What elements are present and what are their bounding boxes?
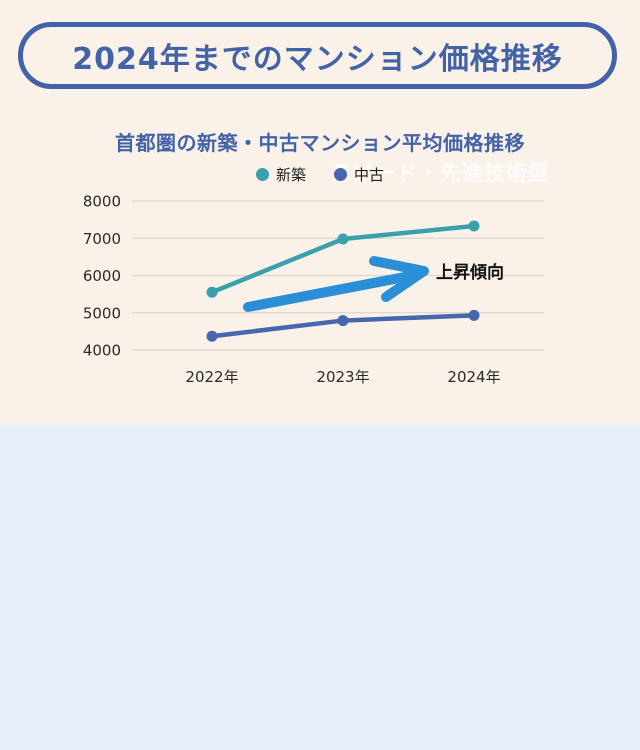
x-axis-labels: 2022年 2023年 2024年 xyxy=(185,368,500,386)
chart1-legend: 新築 中古 xyxy=(0,164,640,185)
svg-text:6000: 6000 xyxy=(83,267,121,285)
main-title-box: 2024年までのマンション価格推移 xyxy=(18,22,617,89)
chart1-watermark: スピード・先進技術型 xyxy=(330,161,550,185)
svg-text:4000: 4000 xyxy=(83,342,121,360)
section-top: 2024年までのマンション価格推移 首都圏の新築・中古マンション平均価格推移 ス… xyxy=(0,22,640,386)
svg-text:2024年: 2024年 xyxy=(447,368,500,386)
chart1-line-chart: 4000 5000 6000 7000 8000 2022年 2023年 2024年 上昇傾向 xyxy=(83,193,544,386)
svg-text:2023年: 2023年 xyxy=(316,368,369,386)
legend-label: 新築 xyxy=(275,166,306,184)
trend-arrow: 上昇傾向 xyxy=(243,256,504,312)
y-axis-labels: 4000 5000 6000 7000 8000 xyxy=(83,193,121,360)
main-title: 2024年までのマンション価格推移 xyxy=(72,41,563,77)
trend-arrow-label: 上昇傾向 xyxy=(436,262,504,283)
legend-item-1: 中古 xyxy=(334,164,384,185)
svg-text:5000: 5000 xyxy=(83,304,121,322)
legend-dot-icon xyxy=(334,168,347,181)
legend-label: 中古 xyxy=(354,166,385,184)
svg-text:8000: 8000 xyxy=(83,193,121,211)
series-points-0 xyxy=(206,220,480,298)
svg-text:7000: 7000 xyxy=(83,230,121,248)
legend-dot-icon xyxy=(255,168,269,181)
legend-item-0: 新築 xyxy=(255,164,306,185)
series-points-1 xyxy=(206,309,480,342)
section-bottom: エリア別マンション平均価格推移 東京都大阪府福岡県愛知県北海道 工事実施2000… xyxy=(0,425,640,750)
svg-text:2022年: 2022年 xyxy=(185,368,238,386)
chart1-title: 首都圏の新築・中古マンション平均価格推移 xyxy=(115,131,525,155)
